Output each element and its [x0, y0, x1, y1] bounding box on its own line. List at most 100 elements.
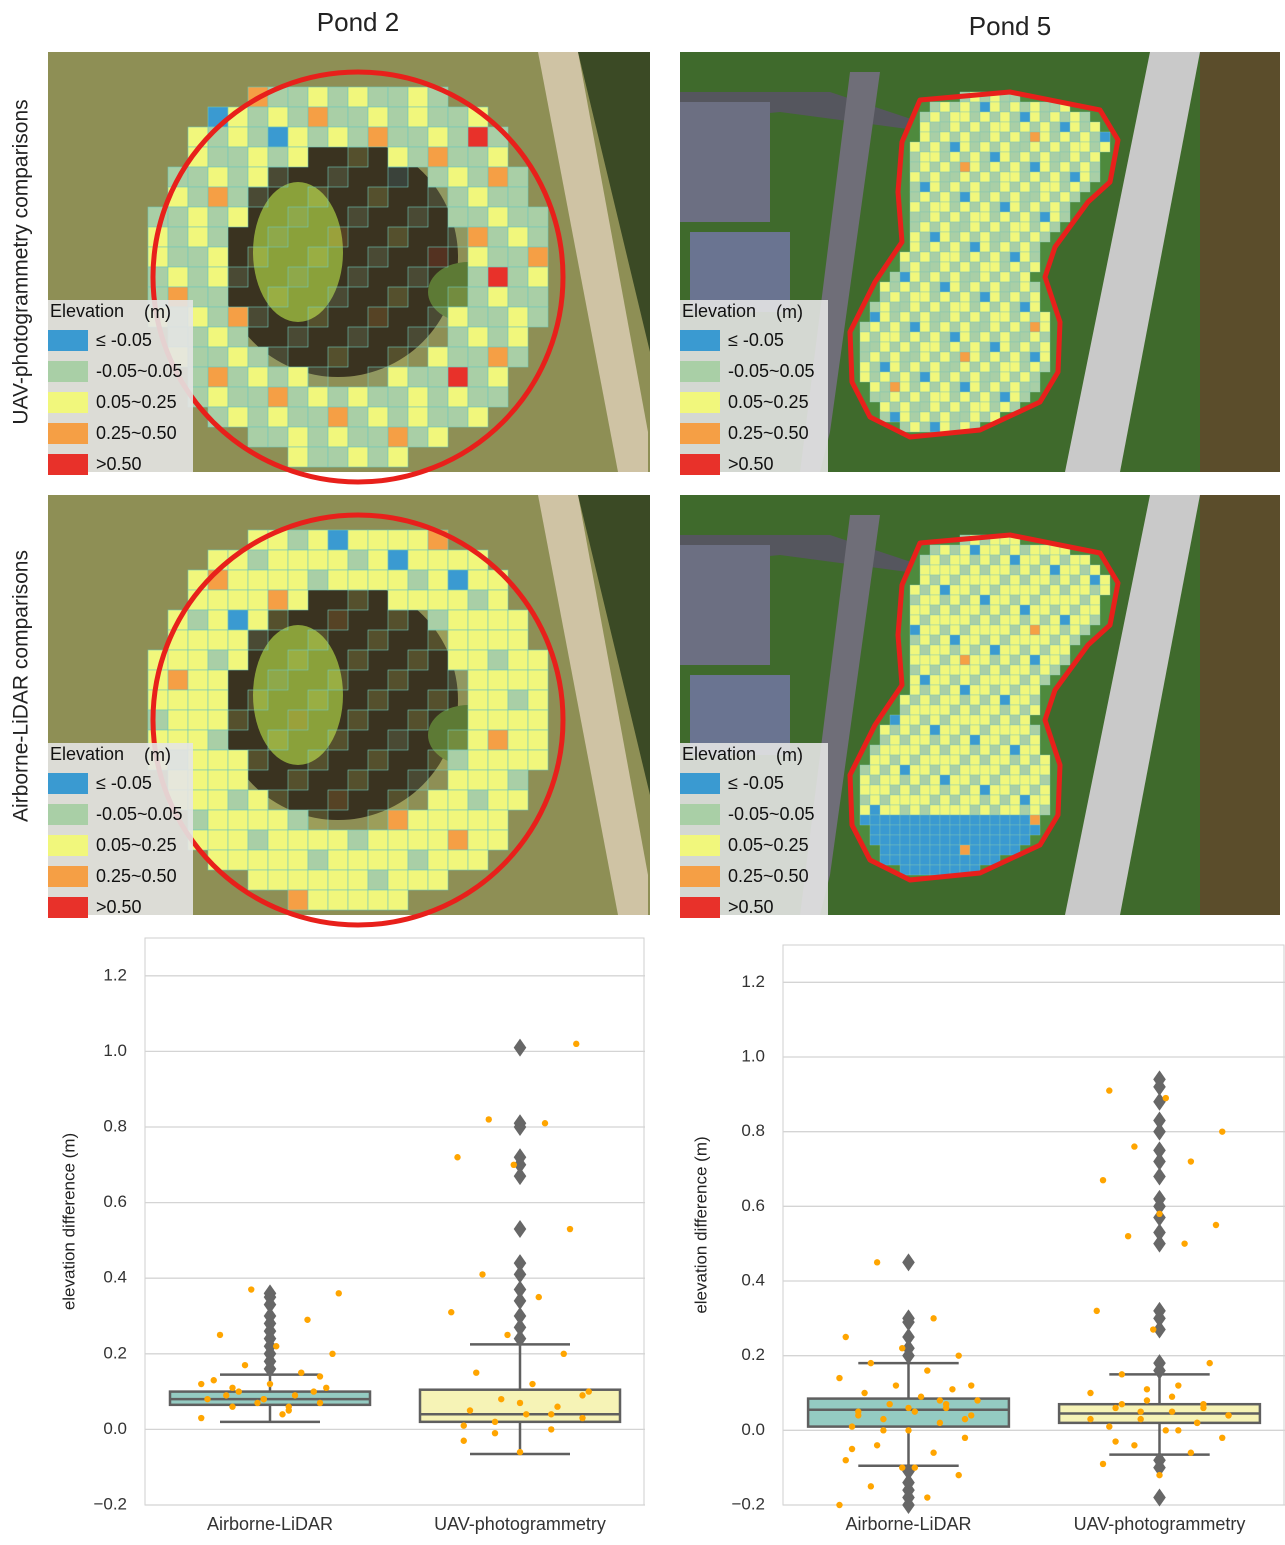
- grid-cell: [1080, 565, 1090, 575]
- grid-cell: [1010, 212, 1020, 222]
- x-tick-label: UAV-photogrammetry: [1074, 1514, 1246, 1534]
- grid-cell: [408, 530, 428, 550]
- grid-cell: [1060, 172, 1070, 182]
- grid-cell: [950, 575, 960, 585]
- grid-cell: [1020, 272, 1030, 282]
- grid-cell: [1020, 815, 1030, 825]
- grid-cell: [248, 187, 268, 207]
- grid-cell: [960, 172, 970, 182]
- grid-cell: [970, 735, 980, 745]
- grid-cell: [970, 242, 980, 252]
- grid-cell: [308, 107, 328, 127]
- grid-cell: [1020, 292, 1030, 302]
- grid-cell: [970, 292, 980, 302]
- grid-cell: [1040, 142, 1050, 152]
- grid-cell: [990, 675, 1000, 685]
- data-point: [579, 1415, 585, 1421]
- grid-cell: [1050, 222, 1060, 232]
- grid-cell: [960, 122, 970, 132]
- y-tick-label: 1.2: [741, 972, 765, 991]
- grid-cell: [870, 785, 880, 795]
- grid-cell: [960, 202, 970, 212]
- grid-cell: [900, 402, 910, 412]
- grid-cell: [268, 407, 288, 427]
- grid-cell: [268, 830, 288, 850]
- grid-cell: [228, 127, 248, 147]
- grid-cell: [1020, 715, 1030, 725]
- grid-cell: [408, 127, 428, 147]
- grid-cell: [288, 387, 308, 407]
- grid-cell: [1000, 835, 1010, 845]
- grid-cell: [1050, 605, 1060, 615]
- grid-cell: [348, 570, 368, 590]
- data-point: [1144, 1397, 1150, 1403]
- grid-cell: [448, 790, 468, 810]
- grid-cell: [930, 795, 940, 805]
- grid-cell: [960, 392, 970, 402]
- grid-cell: [1020, 825, 1030, 835]
- data-point: [479, 1271, 485, 1277]
- grid-cell: [950, 625, 960, 635]
- grid-cell: [990, 182, 1000, 192]
- grid-cell: [328, 790, 348, 810]
- grid-cell: [288, 830, 308, 850]
- grid-cell: [1010, 755, 1020, 765]
- grid-cell: [910, 422, 920, 432]
- grid-cell: [960, 765, 970, 775]
- grid-cell: [1060, 585, 1070, 595]
- grid-cell: [950, 615, 960, 625]
- grid-cell: [1020, 112, 1030, 122]
- grid-cell: [870, 805, 880, 815]
- grid-cell: [920, 685, 930, 695]
- grid-cell: [1010, 112, 1020, 122]
- grid-cell: [890, 785, 900, 795]
- grid-cell: [1040, 332, 1050, 342]
- grid-cell: [940, 362, 950, 372]
- grid-cell: [890, 342, 900, 352]
- grid-cell: [488, 710, 508, 730]
- grid-cell: [368, 127, 388, 147]
- grid-cell: [950, 262, 960, 272]
- grid-cell: [990, 585, 1000, 595]
- grid-cell: [448, 810, 468, 830]
- grid-cell: [428, 107, 448, 127]
- grid-cell: [1020, 122, 1030, 132]
- grid-cell: [900, 795, 910, 805]
- data-point: [536, 1294, 542, 1300]
- grid-cell: [920, 605, 930, 615]
- grid-cell: [1010, 202, 1020, 212]
- grid-cell: [248, 870, 268, 890]
- grid-cell: [970, 172, 980, 182]
- grid-cell: [1020, 615, 1030, 625]
- grid-cell: [970, 272, 980, 282]
- grid-cell: [1010, 775, 1020, 785]
- grid-cell: [950, 665, 960, 675]
- grid-cell: [910, 192, 920, 202]
- grid-cell: [268, 427, 288, 447]
- grid-cell: [1040, 112, 1050, 122]
- data-point: [880, 1427, 886, 1433]
- grid-cell: [970, 182, 980, 192]
- grid-cell: [930, 605, 940, 615]
- grid-cell: [910, 312, 920, 322]
- data-point: [242, 1362, 248, 1368]
- grid-cell: [990, 785, 1000, 795]
- legend-swatch: [680, 361, 720, 382]
- grid-cell: [930, 595, 940, 605]
- grid-cell: [900, 342, 910, 352]
- grid-cell: [1040, 312, 1050, 322]
- grid-cell: [930, 302, 940, 312]
- grid-cell: [920, 725, 930, 735]
- grid-cell: [990, 102, 1000, 112]
- grid-cell: [890, 362, 900, 372]
- grid-cell: [940, 715, 950, 725]
- grid-cell: [488, 790, 508, 810]
- grid-cell: [960, 312, 970, 322]
- grid-cell: [248, 427, 268, 447]
- grid-cell: [980, 122, 990, 132]
- grid-cell: [448, 630, 468, 650]
- grid-cell: [940, 545, 950, 555]
- grid-cell: [880, 805, 890, 815]
- grid-cell: [368, 107, 388, 127]
- grid-cell: [1020, 735, 1030, 745]
